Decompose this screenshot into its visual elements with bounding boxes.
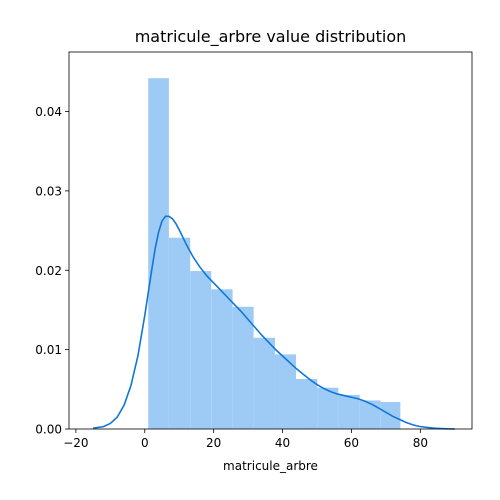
histogram-bar-1 [168,237,191,429]
histogram-bar-3 [211,289,233,429]
y-axis-ticks: 0.00 0.01 0.02 0.03 0.04 [35,105,69,437]
histogram-bar-9 [338,394,360,429]
x-tick-label: −20 [63,436,88,450]
histogram-bar-7 [295,378,318,429]
y-tick-label: 0.00 [35,423,62,437]
histogram-bar-5 [253,337,275,429]
x-tick-label: 80 [413,436,428,450]
y-tick-label: 0.03 [35,184,62,198]
y-tick-label: 0.04 [35,105,62,119]
kde-density-line [92,215,455,430]
plot-frame [68,51,473,430]
x-tick-label: 20 [206,436,221,450]
y-tick-label: 0.01 [35,343,62,357]
chart-title: matricule_arbre value distribution [135,27,407,47]
x-axis-label: matricule_arbre [223,459,318,473]
histogram-bar-2 [190,271,212,429]
histogram-bars [148,78,401,429]
x-tick-label: 0 [141,436,149,450]
y-tick-label: 0.02 [35,264,62,278]
x-tick-label: 40 [275,436,290,450]
histogram-bar-6 [274,354,296,429]
histogram-bar-8 [317,387,339,429]
x-tick-label: 60 [344,436,359,450]
histogram-bar-10 [359,400,381,429]
histogram-bar-4 [232,306,254,429]
histogram-bar-0 [148,78,169,429]
x-axis-ticks: −20 0 20 40 60 80 [63,429,428,450]
